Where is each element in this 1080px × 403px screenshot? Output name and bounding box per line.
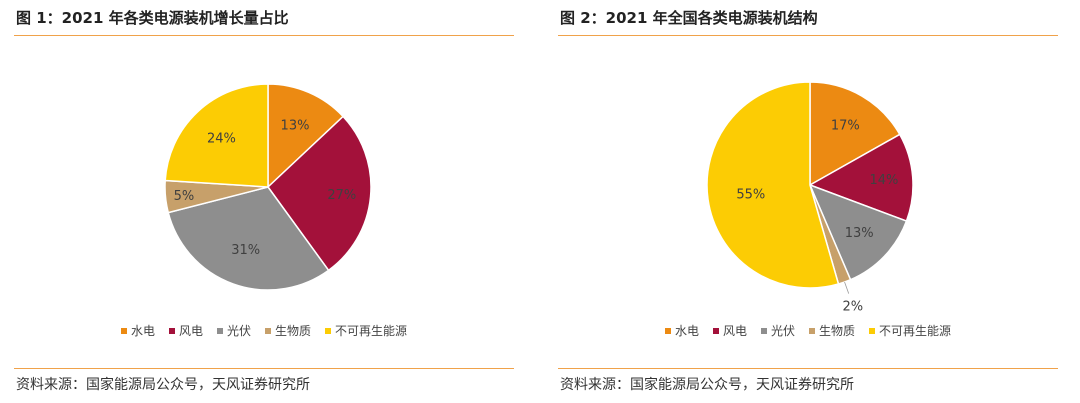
figure-2-pie-chart: 17% 14% 13% 2% 55%	[706, 81, 914, 314]
legend-label: 不可再生能源	[335, 324, 408, 338]
pie-slice-3	[167, 186, 330, 291]
data-label: 13%	[281, 119, 310, 134]
data-label: 14%	[869, 173, 898, 188]
figure-2-title: 图 2：2021 年全国各类电源装机结构	[560, 9, 818, 27]
pie-slice-5	[164, 83, 269, 188]
legend-label: 风电	[722, 324, 747, 338]
figure-1-top-rule	[14, 35, 514, 36]
legend-item: 水电	[664, 322, 699, 339]
figure-1-panel: 图 1：2021 年各类电源装机增长量占比 13% 27% 31% 5% 24% 水电 风…	[14, 0, 514, 403]
data-label: 5%	[174, 189, 195, 204]
figure-2-bottom-rule	[558, 368, 1058, 369]
pie-slice-2	[808, 133, 914, 223]
legend-label: 生物质	[819, 324, 856, 338]
figure-1-title: 图 1：2021 年各类电源装机增长量占比	[16, 9, 289, 27]
legend-label: 水电	[130, 324, 155, 338]
data-label: 2%	[843, 299, 864, 314]
legend-swatch	[168, 327, 175, 334]
pie-slice-3	[808, 183, 908, 281]
pie-slice-2	[267, 115, 372, 272]
figure-2-legend: 水电 风电 光伏 生物质 不可再生能源	[558, 322, 1058, 339]
legend-item: 水电	[120, 322, 155, 339]
legend-label: 不可再生能源	[879, 324, 952, 338]
legend-label: 生物质	[275, 324, 312, 338]
legend-item: 风电	[168, 322, 203, 339]
data-label: 27%	[327, 188, 356, 203]
data-label: 13%	[845, 226, 874, 241]
legend-label: 风电	[178, 324, 203, 338]
legend-label: 光伏	[226, 324, 251, 338]
figure-2-source: 资料来源：国家能源局公众号，天风证券研究所	[560, 377, 854, 393]
legend-item: 生物质	[809, 322, 855, 339]
legend-item: 不可再生能源	[869, 322, 951, 339]
leader-line	[844, 281, 850, 294]
pie-slice-5	[706, 81, 840, 289]
legend-swatch	[712, 327, 719, 334]
pie-slice-1	[267, 83, 345, 189]
legend-item: 光伏	[760, 322, 795, 339]
data-label: 55%	[736, 187, 765, 202]
figure-2-panel: 图 2：2021 年全国各类电源装机结构 17% 14% 13% 2% 55% 水电 风电…	[558, 0, 1058, 403]
pie-slice-1	[809, 81, 901, 187]
legend-swatch	[809, 327, 815, 334]
legend-label: 光伏	[770, 324, 795, 338]
legend-swatch	[120, 327, 127, 334]
legend-swatch	[664, 327, 671, 334]
figure-1-legend: 水电 风电 光伏 生物质 不可再生能源	[14, 322, 514, 339]
figure-2-top-rule	[558, 35, 1058, 36]
figure-1-source: 资料来源：国家能源局公众号，天风证券研究所	[16, 377, 310, 393]
legend-label: 水电	[674, 324, 699, 338]
legend-swatch	[265, 327, 271, 334]
data-label: 31%	[231, 243, 260, 258]
figure-1-pie-chart: 13% 27% 31% 5% 24%	[164, 83, 372, 291]
legend-swatch	[325, 327, 332, 334]
data-label: 17%	[831, 119, 860, 134]
legend-swatch	[869, 327, 876, 334]
legend-swatch	[216, 327, 223, 334]
legend-item: 光伏	[216, 322, 251, 339]
data-label: 24%	[207, 131, 236, 146]
legend-item: 生物质	[265, 322, 311, 339]
legend-swatch	[760, 327, 767, 334]
legend-item: 不可再生能源	[325, 322, 407, 339]
legend-item: 风电	[712, 322, 747, 339]
figure-1-bottom-rule	[14, 368, 514, 369]
